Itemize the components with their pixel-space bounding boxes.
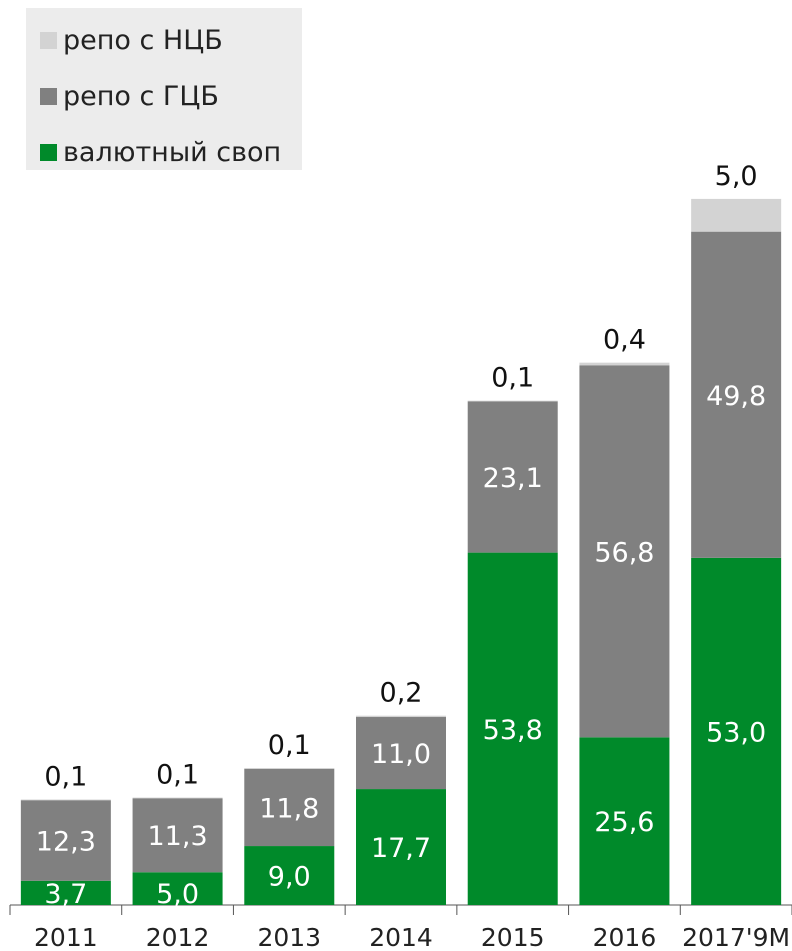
- bar-segment: [132, 872, 223, 905]
- data-label: 11,0: [371, 739, 431, 770]
- data-label: 5,0: [715, 161, 758, 192]
- data-label: 11,3: [148, 821, 208, 852]
- bar-segment: [579, 365, 670, 738]
- x-tick-label: 2016: [593, 923, 657, 951]
- bar-segment: [691, 231, 782, 558]
- data-label: 0,4: [603, 325, 646, 356]
- x-tick-label: 2013: [257, 923, 321, 951]
- x-tick-label: 2014: [369, 923, 433, 951]
- x-tick-label: 2012: [146, 923, 210, 951]
- bar-segment: [467, 401, 558, 553]
- bar-segment: [579, 362, 670, 366]
- data-label: 0,1: [156, 760, 199, 791]
- data-label: 5,0: [156, 879, 199, 910]
- legend-label-fx-swap: валютный своп: [63, 136, 282, 168]
- data-label: 0,1: [44, 762, 87, 793]
- bar-segment: [356, 715, 446, 718]
- legend: репо с НЦБ репо с ГЦБ валютный своп: [26, 8, 302, 170]
- legend-item-fx-swap: валютный своп: [40, 132, 281, 172]
- bar-segment: [20, 799, 111, 801]
- data-label: 53,8: [483, 715, 543, 746]
- bar-segment: [132, 797, 223, 799]
- bar-segment: [20, 880, 111, 905]
- data-label: 53,0: [706, 717, 766, 748]
- bar-segment: [691, 198, 782, 232]
- bar-segment: [356, 789, 446, 905]
- bar-segment: [356, 717, 446, 790]
- data-label: 49,8: [706, 381, 766, 412]
- bar-segment: [244, 846, 335, 905]
- bar-segment: [244, 768, 335, 769]
- bar-segment: [467, 400, 558, 402]
- data-label: 17,7: [371, 833, 431, 864]
- legend-item-repo-ncb: репо с НЦБ: [40, 20, 223, 60]
- x-tick-label: 2015: [481, 923, 545, 951]
- data-label: 0,1: [491, 363, 534, 394]
- data-label: 9,0: [268, 862, 311, 893]
- bar-segment: [244, 768, 335, 847]
- data-label: 12,3: [36, 826, 96, 857]
- legend-label-repo-ncb: репо с НЦБ: [63, 24, 223, 56]
- legend-swatch-repo-gcb: [40, 87, 57, 105]
- bar-segment: [579, 737, 670, 905]
- legend-swatch-fx-swap: [40, 143, 57, 161]
- x-tick-label: 2011: [34, 923, 98, 951]
- data-label: 56,8: [594, 537, 654, 568]
- legend-swatch-repo-ncb: [40, 31, 57, 49]
- data-label: 0,1: [268, 730, 311, 761]
- x-tick-label: 2017'9M: [682, 923, 790, 951]
- bar-segment: [20, 800, 111, 881]
- data-label: 25,6: [594, 807, 654, 838]
- bar-segment: [467, 552, 558, 905]
- data-label: 3,7: [44, 879, 87, 910]
- bar-segment: [132, 798, 223, 873]
- legend-item-repo-gcb: репо с ГЦБ: [40, 76, 219, 116]
- bar-segment: [691, 557, 782, 905]
- legend-label-repo-gcb: репо с ГЦБ: [63, 80, 219, 112]
- data-label: 23,1: [483, 463, 543, 494]
- data-label: 11,8: [259, 793, 319, 824]
- data-label: 0,2: [380, 678, 423, 709]
